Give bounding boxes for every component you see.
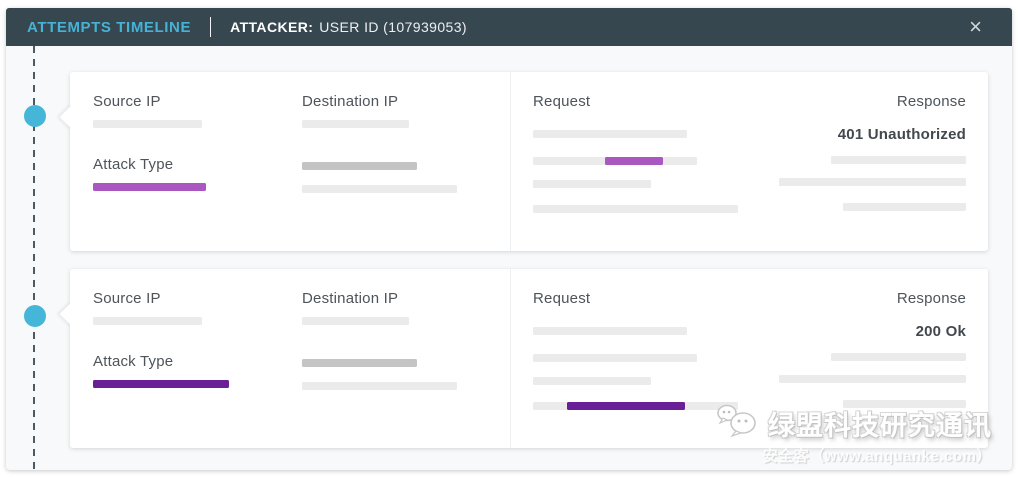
attacker-value: USER ID (107939053) [319, 19, 467, 35]
attack-highlight-bar [533, 157, 697, 165]
redacted-value-bar [302, 162, 417, 170]
source-ip-section: Source IP Attack Type [93, 93, 206, 191]
response-status: 200 Ok [915, 323, 966, 340]
request-label: Request [533, 290, 591, 307]
attack-payload-highlight [567, 402, 685, 410]
request-bars [533, 130, 738, 213]
redacted-value-bar [533, 377, 651, 385]
redacted-value-bar [779, 375, 966, 383]
attack-highlight-bar [93, 183, 206, 191]
destination-ip-label: Destination IP [302, 93, 399, 110]
request-section: Request [533, 93, 738, 213]
redacted-value-bar [533, 205, 738, 213]
response-bars [779, 143, 966, 211]
close-icon[interactable]: × [969, 14, 982, 39]
redacted-value-bar [302, 382, 457, 390]
timeline-dot [24, 305, 46, 327]
request-section: Request [533, 290, 738, 410]
response-bars [779, 340, 966, 408]
card-divider [510, 72, 511, 251]
card-pointer [59, 105, 83, 129]
card-pointer [59, 302, 83, 326]
redacted-value-bar [302, 120, 409, 128]
attack-type-bars [93, 183, 206, 191]
redacted-value-bar [533, 130, 687, 138]
source-ip-bars [93, 120, 206, 128]
destination-ip-section: Destination IP [302, 93, 457, 193]
panel-header: ATTEMPTS TIMELINE ATTACKER: USER ID (1079… [6, 8, 1012, 46]
redacted-value-bar [302, 359, 417, 367]
redacted-value-bar [533, 180, 651, 188]
attempts-timeline-panel: ATTEMPTS TIMELINE ATTACKER: USER ID (1079… [6, 8, 1012, 470]
timeline-dot [24, 105, 46, 127]
redacted-value-bar [302, 317, 409, 325]
source-ip-label: Source IP [93, 290, 161, 307]
redacted-value-bar [843, 203, 966, 211]
response-section: Response 200 Ok [779, 290, 966, 408]
response-status: 401 Unauthorized [837, 126, 966, 143]
attempt-card: Source IP Attack Type Destination IP Req… [59, 72, 988, 251]
destination-ip-label: Destination IP [302, 290, 399, 307]
redacted-value-bar [779, 178, 966, 186]
attack-highlight-bar [93, 380, 229, 388]
attack-type-label: Attack Type [93, 353, 174, 370]
destination-ip-section: Destination IP [302, 290, 457, 390]
redacted-value-bar [831, 353, 966, 361]
redacted-value-bar [93, 120, 202, 128]
request-bars [533, 327, 738, 410]
timeline-dashed-line [33, 46, 35, 470]
panel-title: ATTEMPTS TIMELINE [27, 18, 192, 36]
attempt-cards: Source IP Attack Type Destination IP Req… [59, 72, 988, 466]
source-ip-label: Source IP [93, 93, 161, 110]
source-ip-section: Source IP Attack Type [93, 290, 229, 388]
destination-ip-bars [302, 317, 457, 390]
redacted-value-bar [302, 185, 457, 193]
card-divider [510, 269, 511, 448]
response-section: Response 401 Unauthorized [779, 93, 966, 211]
redacted-value-bar [831, 156, 966, 164]
source-ip-bars [93, 317, 229, 325]
redacted-value-bar [533, 354, 697, 362]
response-label: Response [896, 93, 966, 110]
redacted-value-bar [843, 400, 966, 408]
attack-type-bars [93, 380, 229, 388]
request-label: Request [533, 93, 591, 110]
response-label: Response [896, 290, 966, 307]
header-divider [210, 17, 212, 37]
attack-payload-highlight [605, 157, 663, 165]
redacted-value-bar [93, 317, 202, 325]
destination-ip-bars [302, 120, 457, 193]
redacted-value-bar [533, 327, 687, 335]
attack-highlight-bar [533, 402, 738, 410]
attacker-label: ATTACKER: [230, 19, 314, 35]
attack-type-label: Attack Type [93, 156, 174, 173]
attempt-card: Source IP Attack Type Destination IP Req… [59, 269, 988, 448]
attacker-info: ATTACKER: USER ID (107939053) [230, 19, 467, 35]
